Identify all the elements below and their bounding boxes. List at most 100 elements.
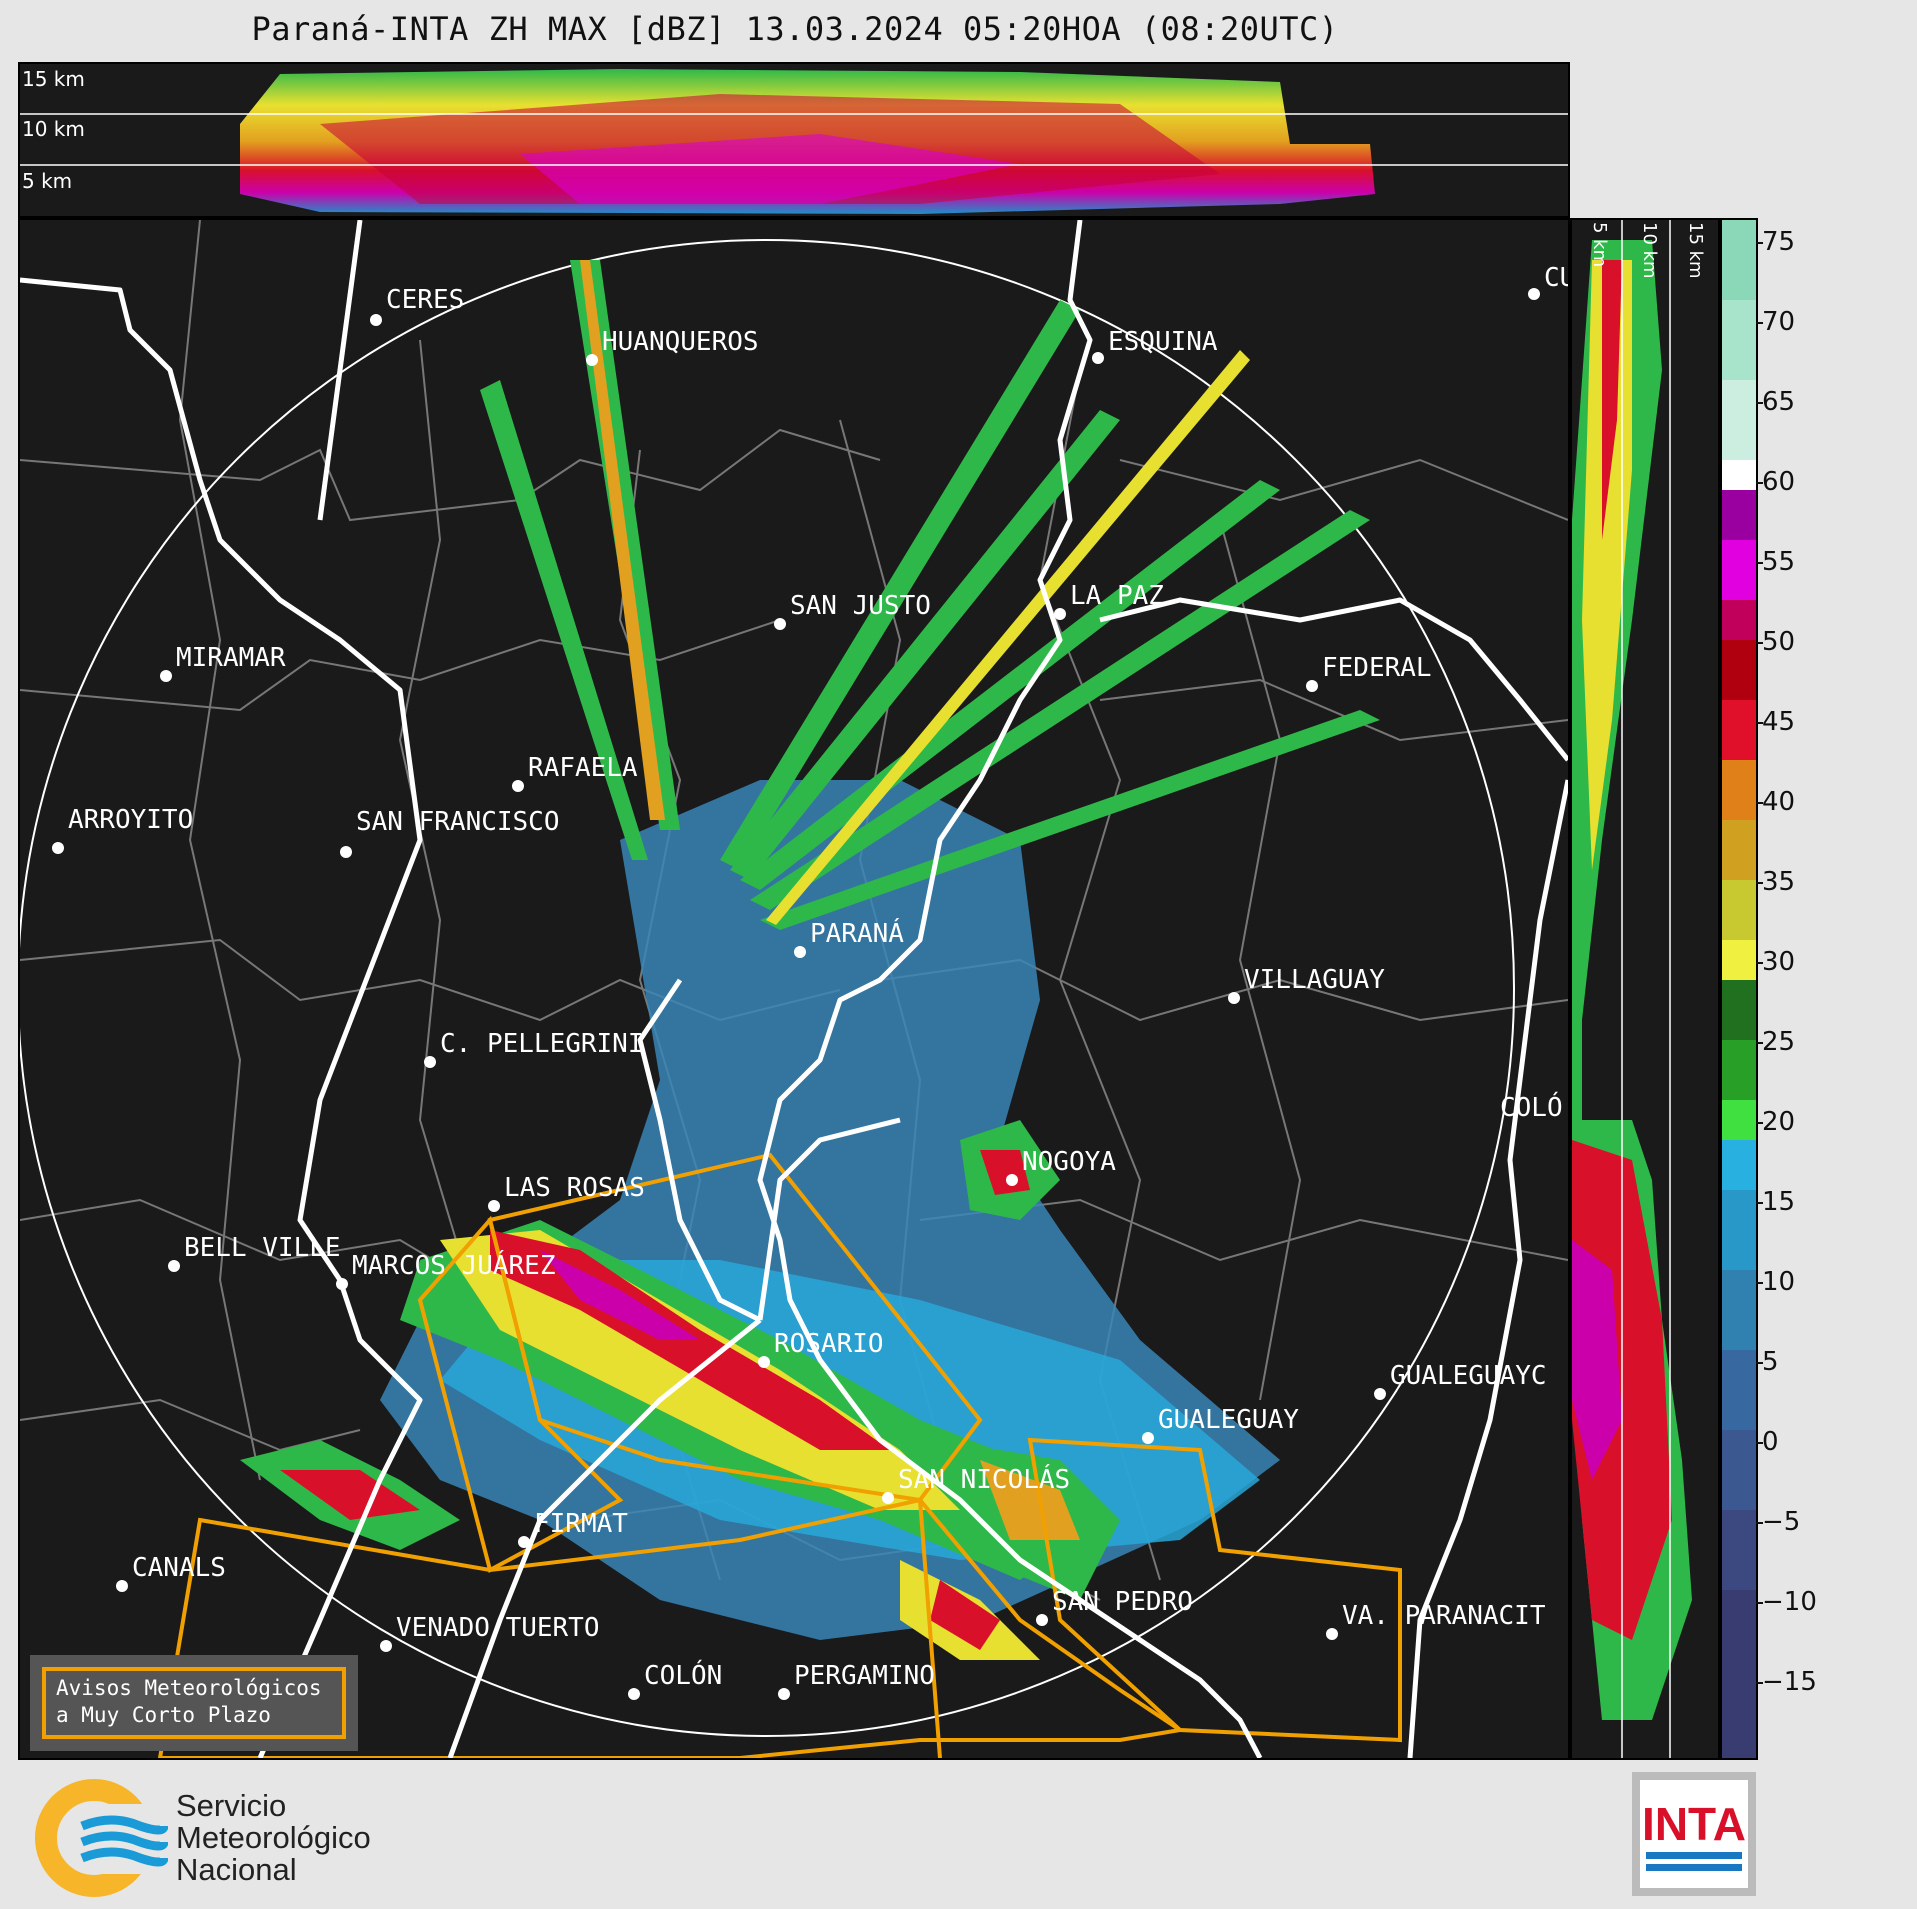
city-marcos-juarez: MARCOS JUÁREZ: [352, 1249, 556, 1281]
chart-title: Paraná-INTA ZH MAX [dBZ] 13.03.2024 05:2…: [251, 10, 1339, 48]
city-huanqueros: HUANQUEROS: [602, 327, 759, 357]
colorbar-label: −5: [1762, 1507, 1801, 1537]
colorbar-label: 65: [1762, 387, 1796, 417]
city-rosario: ROSARIO: [774, 1329, 884, 1359]
province-boundaries: [20, 220, 1568, 1758]
city-federal: FEDERAL: [1322, 653, 1432, 683]
colorbar-tick: [1756, 1682, 1763, 1684]
colorbar-tick: [1756, 1602, 1763, 1604]
city-ceres: CERES: [386, 285, 464, 315]
city-parana: PARANÁ: [810, 917, 904, 949]
smn-line-3: Nacional: [176, 1852, 297, 1887]
colorbar-label: 35: [1762, 867, 1796, 897]
city-nogoya: NOGOYA: [1022, 1147, 1116, 1177]
city-venado-tuerto: VENADO TUERTO: [396, 1613, 600, 1643]
colorbar-tick: [1756, 722, 1763, 724]
top-height-profile: 15 km 10 km 5 km: [18, 62, 1570, 218]
colorbar-label: 40: [1762, 787, 1796, 817]
colorbar-svg: [1722, 220, 1756, 1758]
city-gualeguayc: GUALEGUAYC: [1390, 1361, 1547, 1391]
side-profile-mid: [1582, 260, 1632, 870]
city-san-pedro: SAN PEDRO: [1052, 1587, 1193, 1617]
colorbar-label: 25: [1762, 1027, 1796, 1057]
city-las-rosas: LAS ROSAS: [504, 1173, 645, 1203]
city-labels: CERES HUANQUEROS ESQUINA CU SAN JUSTO LA…: [52, 263, 1568, 1700]
smn-name: Servicio Meteorológico Nacional: [176, 1790, 371, 1886]
colorbar-label: −15: [1762, 1667, 1817, 1697]
city-cu: CU: [1544, 263, 1568, 293]
colorbar-label: 5: [1762, 1347, 1779, 1377]
side-label-10km: 10 km: [1639, 222, 1660, 279]
colorbar-tick: [1756, 1042, 1763, 1044]
colorbar-tick: [1756, 882, 1763, 884]
top-label-15km: 15 km: [22, 67, 85, 91]
city-la-paz: LA PAZ: [1070, 581, 1164, 611]
city-rafaela: RAFAELA: [528, 753, 638, 783]
radar-map-svg: CERES HUANQUEROS ESQUINA CU SAN JUSTO LA…: [20, 220, 1568, 1758]
colorbar-tick: [1756, 642, 1763, 644]
colorbar-tick: [1756, 962, 1763, 964]
colorbar-tick: [1756, 1362, 1763, 1364]
colorbar-tick: [1756, 242, 1763, 244]
colorbar-label: 50: [1762, 627, 1796, 657]
colorbar-tick: [1756, 322, 1763, 324]
radar-map[interactable]: CERES HUANQUEROS ESQUINA CU SAN JUSTO LA…: [18, 218, 1570, 1760]
colorbar-label: 15: [1762, 1187, 1796, 1217]
colorbar-tick: [1756, 1122, 1763, 1124]
colorbar-label: 55: [1762, 547, 1796, 577]
colorbar-tick: [1756, 1442, 1763, 1444]
city-san-nicolas: SAN NICOLÁS: [898, 1463, 1070, 1495]
colorbar-label: 0: [1762, 1427, 1779, 1457]
colorbar-tick: [1756, 1282, 1763, 1284]
city-bell-ville: BELL VILLE: [184, 1233, 341, 1263]
colorbar-label: −10: [1762, 1587, 1817, 1617]
colorbar-label: 75: [1762, 227, 1796, 257]
range-ring: [20, 239, 1515, 1737]
colorbar-tick: [1756, 802, 1763, 804]
inta-logo-text: INTA: [1642, 1798, 1746, 1850]
top-label-5km: 5 km: [22, 169, 72, 193]
top-profile-svg: 15 km 10 km 5 km: [20, 67, 1568, 214]
colorbar-label: 60: [1762, 467, 1796, 497]
city-c-pellegrini: C. PELLEGRINI: [440, 1029, 644, 1059]
colorbar-label: 20: [1762, 1107, 1796, 1137]
colorbar-tick: [1756, 1202, 1763, 1204]
legend-line-1: Avisos Meteorológicos: [56, 1676, 322, 1700]
smn-line-1: Servicio: [176, 1788, 287, 1823]
side-label-5km: 5 km: [1589, 222, 1610, 267]
city-san-francisco: SAN FRANCISCO: [356, 807, 560, 837]
colorbar-label: 70: [1762, 307, 1796, 337]
colorbar-tick: [1756, 482, 1763, 484]
city-colon: COLÓN: [644, 1659, 722, 1691]
legend-line-2: a Muy Corto Plazo: [56, 1703, 271, 1727]
colorbar-label: 30: [1762, 947, 1796, 977]
colorbar-tick: [1756, 402, 1763, 404]
colorbar: [1720, 218, 1758, 1760]
inta-logo: INTA: [1632, 1772, 1756, 1896]
city-san-justo: SAN JUSTO: [790, 591, 931, 621]
inta-logo-icon: INTA: [1640, 1780, 1748, 1888]
colorbar-tick: [1756, 1522, 1763, 1524]
radial-spikes: [480, 260, 1380, 930]
side-label-15km: 15 km: [1685, 222, 1706, 279]
city-va-paranacit: VA. PARANACIT: [1342, 1601, 1546, 1631]
colorbar-label: 10: [1762, 1267, 1796, 1297]
side-height-profile: 5 km 10 km 15 km: [1570, 218, 1720, 1760]
top-profile-core-max: [520, 134, 1020, 204]
warning-polygons: [157, 1152, 1402, 1758]
city-gualeguay: GUALEGUAY: [1158, 1405, 1299, 1435]
warning-legend-frame: Avisos Meteorológicos a Muy Corto Plazo: [42, 1667, 346, 1739]
city-esquina: ESQUINA: [1108, 327, 1218, 357]
colorbar-tick: [1756, 562, 1763, 564]
city-canals: CANALS: [132, 1553, 226, 1583]
city-miramar: MIRAMAR: [176, 643, 286, 673]
top-label-10km: 10 km: [22, 117, 85, 141]
smn-logo-icon: [35, 1779, 168, 1897]
city-villaguay: VILLAGUAY: [1244, 965, 1385, 995]
side-profile-svg: 5 km 10 km 15 km: [1572, 220, 1706, 1758]
side-profile-core-max: [1572, 1240, 1622, 1480]
colorbar-label: 45: [1762, 707, 1796, 737]
side-profile-top-core: [1602, 260, 1622, 540]
city-firmat: FIRMAT: [534, 1509, 628, 1539]
city-arroyito: ARROYITO: [68, 805, 193, 835]
